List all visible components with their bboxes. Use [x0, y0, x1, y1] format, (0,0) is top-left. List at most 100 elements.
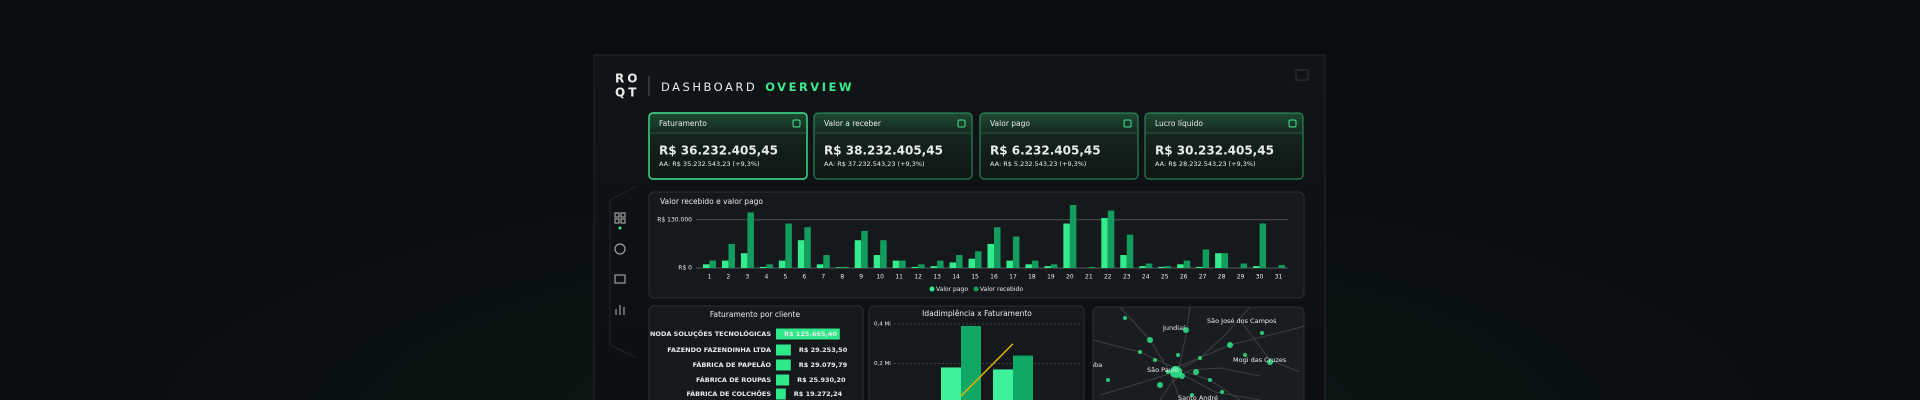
bar: [956, 255, 963, 268]
bar: [1240, 263, 1248, 268]
client-name: FÁBRICA DE PAPELÃO: [693, 360, 772, 369]
map-panel: [1092, 306, 1305, 400]
bar: [1101, 217, 1108, 268]
bar: [816, 264, 824, 268]
x-tick-label: 27: [1199, 274, 1207, 281]
bar: [776, 374, 790, 386]
x-tick-label: 5: [783, 274, 787, 281]
legend-swatch: [973, 286, 979, 292]
x-tick-label: 6: [802, 274, 806, 281]
bar: [961, 325, 981, 400]
chart-title: Faturamento por cliente: [710, 310, 801, 319]
map-dot: [1157, 382, 1163, 388]
bar: [1044, 266, 1051, 268]
bar: [1202, 249, 1210, 268]
card-value: R$ 38.232.405,45: [824, 144, 943, 158]
legend-label: Valor pago: [936, 286, 968, 293]
title: DASHBOARD: [661, 80, 757, 94]
kpi-card: [648, 112, 808, 180]
bar: [1031, 260, 1039, 268]
bar: [1139, 266, 1146, 268]
x-tick-label: 22: [1104, 274, 1112, 281]
card-value: R$ 36.232.405,45: [659, 144, 778, 158]
x-tick-label: 2: [727, 274, 731, 281]
logo: RO: [615, 72, 640, 86]
y-tick-label: 0,4 Mi: [874, 322, 891, 328]
bar: [778, 260, 786, 268]
bar: [797, 240, 805, 268]
x-tick-label: 3: [746, 274, 750, 281]
window-icon[interactable]: [1295, 69, 1309, 81]
bar: [1120, 255, 1127, 268]
bar: [854, 240, 862, 268]
card-icon: [1288, 119, 1297, 128]
map-dot: [1267, 359, 1273, 365]
bar: [1221, 253, 1229, 268]
bar: [1025, 264, 1032, 268]
client-name: FÁBRICA DE COLCHÕES: [686, 389, 771, 398]
card-label: Valor pago: [990, 119, 1030, 128]
x-tick-label: 26: [1180, 274, 1188, 281]
logo: QT: [615, 86, 639, 100]
map-dot: [1220, 390, 1224, 394]
value-label: R$ 19.272,24: [794, 390, 843, 398]
nav-pie-icon[interactable]: [614, 243, 626, 255]
legend-label: Valor recebido: [980, 286, 1023, 293]
map-label: Mogi das Cruzes: [1233, 356, 1287, 364]
bar: [861, 230, 868, 268]
nav-active-dot: [618, 226, 622, 230]
bar: [993, 369, 1013, 400]
card-label: Valor a receber: [824, 119, 882, 128]
nav-chat-icon[interactable]: [614, 274, 626, 284]
bar: [728, 243, 735, 268]
x-tick-label: 30: [1256, 274, 1264, 281]
bar: [1196, 266, 1203, 268]
map-dot: [1183, 327, 1189, 333]
x-tick-label: 20: [1066, 274, 1074, 281]
line: [960, 343, 1014, 397]
x-tick-label: 25: [1161, 274, 1169, 281]
x-tick-label: 29: [1237, 274, 1245, 281]
card-label: Faturamento: [659, 119, 707, 128]
bar: [702, 264, 710, 268]
map-dot: [1106, 378, 1110, 382]
bar: [766, 264, 773, 268]
card-label: Lucro líquido: [1155, 119, 1203, 128]
bar: [1012, 236, 1020, 268]
bar: [1107, 210, 1115, 268]
x-tick-label: 12: [914, 274, 922, 281]
map-dot: [1166, 370, 1170, 374]
map-dot: [1190, 393, 1194, 397]
map-dot: [1208, 378, 1212, 382]
card-icon: [792, 119, 801, 128]
map-dot: [1243, 353, 1247, 357]
nav-grid-icon[interactable]: [614, 212, 626, 224]
bar: [721, 260, 729, 268]
bar: [1050, 264, 1058, 268]
x-tick-label: 18: [1028, 274, 1036, 281]
card-icon: [957, 119, 966, 128]
client-name: FÁBRICA DE ROUPAS: [696, 375, 771, 384]
map-label: Jundiaí: [1162, 324, 1185, 332]
map-label: Santo André: [1178, 394, 1218, 400]
card-icon: [1123, 119, 1132, 128]
x-tick-label: 17: [1009, 274, 1017, 281]
nav-bar-icon[interactable]: [615, 305, 625, 315]
bar: [776, 359, 791, 371]
map-label: São José dos Campos: [1207, 317, 1277, 325]
kpi-card: [813, 112, 973, 180]
client-name: FAZENDO FAZENDINHA LTDA: [667, 346, 771, 354]
bar: [1164, 266, 1172, 268]
bar: [1069, 205, 1077, 268]
map-dot: [1138, 350, 1142, 354]
map-dot: [1170, 366, 1182, 378]
bar: [1177, 264, 1184, 268]
bar: [1013, 355, 1033, 400]
bar: [1063, 223, 1070, 268]
bar: [1158, 266, 1165, 268]
x-tick-label: 8: [840, 274, 844, 281]
x-tick-label: 15: [971, 274, 979, 281]
x-tick-label: 13: [933, 274, 941, 281]
x-tick-label: 14: [952, 274, 960, 281]
